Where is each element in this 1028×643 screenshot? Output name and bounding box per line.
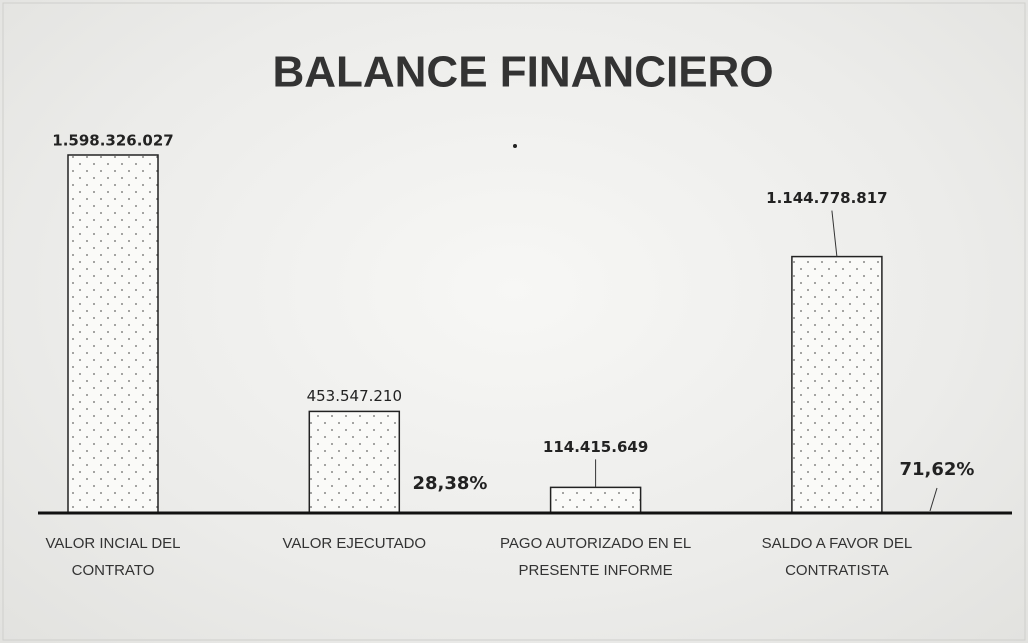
annotation: 71,62% bbox=[900, 459, 975, 480]
value-label: 114.415.649 bbox=[543, 438, 648, 456]
bar bbox=[67, 154, 159, 514]
value-label: 453.547.210 bbox=[307, 387, 402, 405]
bar bbox=[549, 486, 642, 514]
value-label: 1.598.326.027 bbox=[52, 132, 173, 150]
bar bbox=[308, 410, 401, 514]
leader-line bbox=[929, 487, 938, 512]
bar bbox=[791, 255, 883, 514]
leader-line bbox=[831, 210, 838, 257]
x-tick-label: SALDO A FAVOR DEL CONTRATISTA bbox=[761, 535, 913, 579]
chart-title: BALANCE FINANCIERO bbox=[272, 48, 773, 97]
x-tick-label: PAGO AUTORIZADO EN EL PRESENTE INFORME bbox=[500, 535, 692, 579]
x-tick-label: VALOR INCIAL DEL CONTRATO bbox=[45, 535, 181, 579]
x-tick-label: VALOR EJECUTADO bbox=[282, 535, 427, 552]
annotation: 28,38% bbox=[413, 473, 488, 494]
dot bbox=[513, 144, 517, 148]
value-label: 1.144.778.817 bbox=[766, 189, 887, 207]
